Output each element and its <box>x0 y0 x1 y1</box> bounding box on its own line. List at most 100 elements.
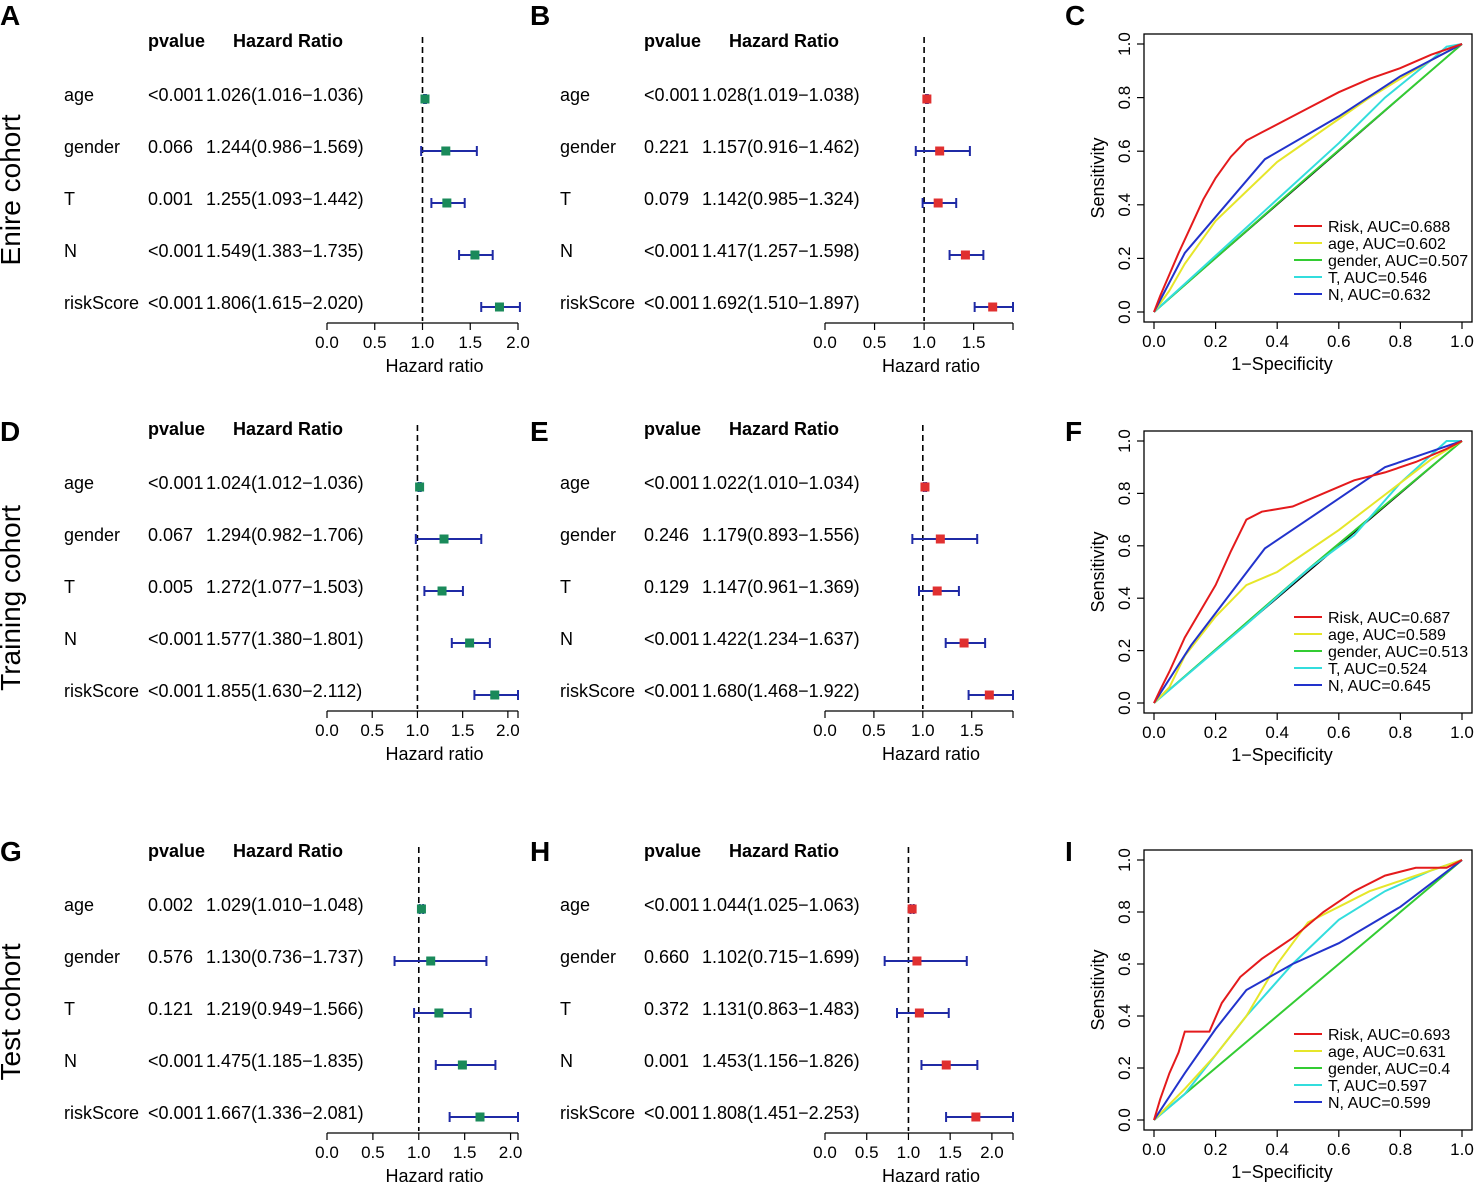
header-pvalue: pvalue <box>148 31 205 51</box>
forest-row: N <0.001 1.577(1.380−1.801) <box>64 629 491 649</box>
row-pvalue: <0.001 <box>644 681 700 701</box>
forest-row: T 0.079 1.142(0.985−1.324) <box>560 189 958 209</box>
y-tick-label: 1.0 <box>1115 848 1134 872</box>
panel-letter: G <box>0 836 22 867</box>
row-variable-name: T <box>560 999 571 1019</box>
legend-label: age, AUC=0.589 <box>1328 627 1446 644</box>
x-axis-title: 1−Specificity <box>1231 1162 1333 1182</box>
hr-marker <box>935 534 945 544</box>
panel-letter: B <box>530 0 550 31</box>
forest-row: N 0.001 1.453(1.156−1.826) <box>560 1051 979 1071</box>
row-hazard-ratio: 1.029(1.010−1.048) <box>206 895 364 915</box>
legend-label: T, AUC=0.597 <box>1328 1078 1427 1095</box>
x-tick-label: 0.0 <box>813 721 837 740</box>
cohort-label: Test cohort <box>0 943 26 1080</box>
row-variable-name: T <box>64 189 75 209</box>
hr-marker <box>465 638 475 648</box>
roc-curve-risk <box>1153 43 1463 313</box>
row-variable-name: N <box>64 629 77 649</box>
row-variable-name: riskScore <box>64 1103 139 1123</box>
x-tick-label: 0.5 <box>862 721 886 740</box>
panel-letter: H <box>530 836 550 867</box>
row-pvalue: 0.002 <box>148 895 193 915</box>
roc-curve-age <box>1153 440 1463 704</box>
cohort-label: Training cohort <box>0 505 26 691</box>
x-tick-label: 0.4 <box>1265 723 1289 742</box>
forest-row: gender 0.660 1.102(0.715−1.699) <box>560 947 968 967</box>
row-hazard-ratio: 1.157(0.916−1.462) <box>702 137 860 157</box>
roc-panel-C: C 0.0 0.2 0.4 0.6 0.8 1.0 0.0 0.2 0.4 0.6 0.8 1.0 1−S… <box>1065 0 1474 374</box>
forest-row: age 0.002 1.029(1.010−1.048) <box>64 895 426 915</box>
hr-marker <box>912 956 922 966</box>
x-tick-label: 0.6 <box>1327 723 1351 742</box>
x-tick-label: 0.6 <box>1327 1140 1351 1159</box>
panel-letter: D <box>0 416 20 447</box>
y-tick-label: 0.0 <box>1115 300 1134 324</box>
y-tick-label: 1.0 <box>1115 32 1134 56</box>
plot-frame <box>1143 430 1473 714</box>
forest-row: T 0.001 1.255(1.093−1.442) <box>64 189 466 209</box>
hr-marker <box>470 250 480 260</box>
row-variable-name: N <box>560 1051 573 1071</box>
row-pvalue: <0.001 <box>148 241 204 261</box>
panel-letter: I <box>1065 836 1073 867</box>
plot-frame <box>1143 849 1473 1131</box>
x-tick-label: 1.0 <box>912 333 936 352</box>
y-tick-label: 0.2 <box>1115 247 1134 271</box>
row-pvalue: 0.246 <box>644 525 689 545</box>
header-pvalue: pvalue <box>644 31 701 51</box>
row-pvalue: <0.001 <box>148 1051 204 1071</box>
forest-row: gender 0.067 1.294(0.982−1.706) <box>64 525 483 545</box>
hr-marker <box>441 146 451 156</box>
hr-marker <box>922 94 932 104</box>
legend-label: Risk, AUC=0.687 <box>1328 610 1450 627</box>
x-axis-title: Hazard ratio <box>882 356 980 376</box>
row-pvalue: 0.660 <box>644 947 689 967</box>
legend-label: gender, AUC=0.513 <box>1328 644 1468 661</box>
row-pvalue: 0.001 <box>148 189 193 209</box>
x-tick-label: 0.2 <box>1204 723 1228 742</box>
legend-label: T, AUC=0.524 <box>1328 661 1427 678</box>
roc-curve-t <box>1153 440 1462 704</box>
row-hazard-ratio: 1.577(1.380−1.801) <box>206 629 364 649</box>
x-axis-title: Hazard ratio <box>385 356 483 376</box>
x-tick-label: 1.0 <box>1450 723 1474 742</box>
y-tick-label: 1.0 <box>1115 429 1134 453</box>
row-variable-name: T <box>560 189 571 209</box>
row-hazard-ratio: 1.024(1.012−1.036) <box>206 473 364 493</box>
x-axis-title: Hazard ratio <box>882 1166 980 1184</box>
y-tick-label: 0.6 <box>1115 139 1134 163</box>
row-variable-name: age <box>64 85 94 105</box>
x-axis-title: 1−Specificity <box>1231 354 1333 374</box>
row-hazard-ratio: 1.294(0.982−1.706) <box>206 525 364 545</box>
row-pvalue: 0.576 <box>148 947 193 967</box>
roc-panel-I: I 0.0 0.2 0.4 0.6 0.8 1.0 0.0 0.2 0.4 0.6 0.8 1.0 1−S… <box>1065 836 1474 1182</box>
row-hazard-ratio: 1.417(1.257−1.598) <box>702 241 860 261</box>
row-hazard-ratio: 1.130(0.736−1.737) <box>206 947 364 967</box>
row-hazard-ratio: 1.453(1.156−1.826) <box>702 1051 860 1071</box>
roc-curve-n <box>1153 859 1463 1121</box>
hr-marker <box>971 1112 981 1122</box>
row-pvalue: <0.001 <box>148 681 204 701</box>
x-tick-label: 0.5 <box>363 333 387 352</box>
row-variable-name: age <box>64 473 94 493</box>
hr-marker <box>457 1060 467 1070</box>
row-hazard-ratio: 1.102(0.715−1.699) <box>702 947 860 967</box>
row-variable-name: T <box>560 577 571 597</box>
y-axis-title: Sensitivity <box>1088 949 1108 1030</box>
forest-row: riskScore <0.001 1.667(1.336−2.081) <box>64 1103 519 1123</box>
row-variable-name: age <box>560 85 590 105</box>
row-variable-name: riskScore <box>560 293 635 313</box>
x-tick-label: 1.5 <box>962 333 986 352</box>
row-pvalue: <0.001 <box>148 473 204 493</box>
x-tick-label: 0.8 <box>1389 1140 1413 1159</box>
hr-marker <box>434 1008 444 1018</box>
row-pvalue: <0.001 <box>148 293 204 313</box>
panel-letter: C <box>1065 0 1085 31</box>
x-tick-label: 0.2 <box>1204 332 1228 351</box>
x-tick-label: 1.0 <box>911 721 935 740</box>
row-pvalue: <0.001 <box>148 1103 204 1123</box>
